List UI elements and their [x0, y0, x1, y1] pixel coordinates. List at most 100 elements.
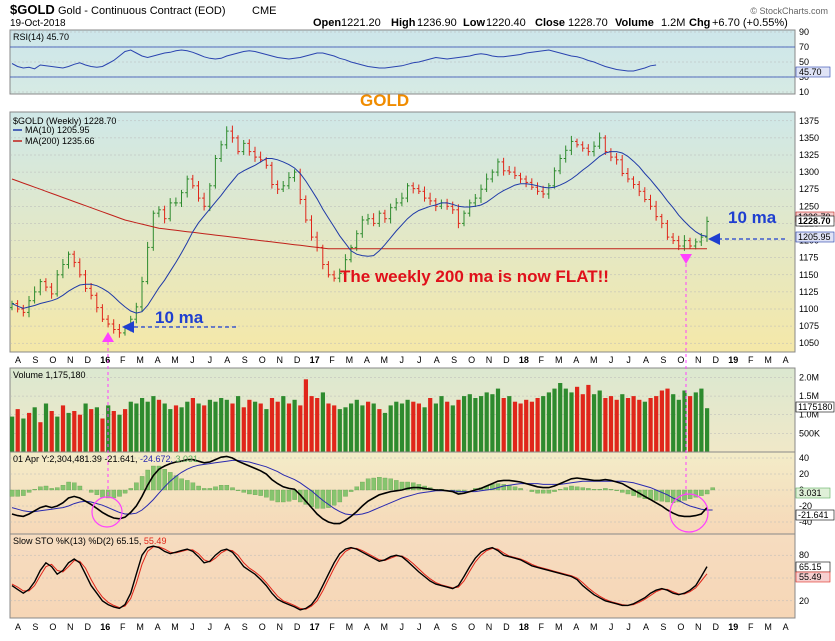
ppo-histogram-bar: [653, 489, 659, 501]
volume-bar: [620, 394, 625, 452]
x-axis-label: 16: [100, 355, 110, 365]
x-axis-band: [10, 620, 795, 634]
volume-bar: [320, 392, 325, 452]
ppo-histogram-bar: [693, 489, 699, 498]
volume-badge-bg: [795, 401, 835, 413]
x-axis-label: A: [573, 622, 579, 632]
price-grid: [10, 120, 795, 344]
volume-bar: [179, 407, 184, 452]
volume-bar: [394, 401, 399, 452]
volume-bar: [32, 407, 37, 452]
volume-bar: [38, 422, 43, 452]
ppo-histogram-bar: [614, 489, 619, 491]
volume-bar: [77, 414, 82, 452]
volume-bar: [337, 409, 342, 452]
ma10-line: [11, 151, 708, 314]
volume-bar: [592, 394, 597, 452]
volume-bar: [665, 388, 670, 452]
volume-bar: [671, 394, 676, 452]
volume-bar: [439, 396, 444, 452]
x-axis-label: A: [364, 355, 370, 365]
sto-d-line: [11, 546, 708, 610]
volume-bar: [546, 392, 551, 452]
x-axis-label: D: [503, 622, 510, 632]
flat-200ma-annotation: The weekly 200 ma is now FLAT!!: [340, 267, 609, 286]
volume-bar: [642, 401, 647, 452]
ma10-arrow-right-head: [708, 233, 720, 245]
x-axis-label: A: [155, 622, 161, 632]
ppo-histogram-bar: [230, 487, 235, 491]
x-axis-label: A: [434, 622, 440, 632]
ppo-histogram-bar: [303, 489, 309, 505]
x-axis-label: J: [417, 355, 422, 365]
volume-bar: [162, 403, 167, 452]
x-axis-label: 17: [310, 355, 320, 365]
ppo-histogram-bar: [569, 485, 574, 491]
price-panel-bg: [9, 111, 796, 353]
ma10-annotation-left: 10 ma: [155, 308, 204, 327]
ppo-histogram-bar: [66, 481, 71, 491]
volume-bar: [501, 398, 506, 452]
volume-bar: [648, 398, 653, 452]
x-axis-label: 18: [519, 355, 529, 365]
x-axis-label: S: [660, 622, 666, 632]
ppo-histogram-bar: [360, 481, 365, 491]
ppo-histogram-bar: [699, 489, 704, 496]
ppo-histogram-bar: [100, 489, 105, 498]
x-axis-label: M: [555, 622, 563, 632]
price-panel: $GOLD (Weekly) 1228.70 MA(10) 1205.95 MA…: [9, 111, 835, 353]
volume-bar: [27, 412, 32, 452]
volume-bar: [128, 401, 133, 452]
volume-bar: [123, 409, 128, 452]
x-axis-label: O: [468, 622, 475, 632]
ppo-histogram-bar: [286, 489, 292, 502]
up-arrow-left: [102, 332, 114, 342]
volume-badge: 1175180: [798, 402, 832, 412]
volume-bar: [575, 386, 580, 452]
volume-bar: [580, 394, 585, 452]
ppo-histogram-bar: [139, 476, 145, 491]
ppo-histogram-bar: [625, 489, 631, 495]
price-axis-tick: 1250: [799, 201, 819, 211]
sto-k-line: [11, 545, 708, 611]
volume-bar: [654, 396, 659, 452]
volume-bar: [298, 405, 303, 452]
x-axis-label: A: [364, 622, 370, 632]
ma10-legend: MA(10) 1205.95: [25, 125, 90, 135]
x-axis-label: D: [85, 622, 92, 632]
x-axis-label: 17: [310, 622, 320, 632]
volume-bar: [253, 401, 258, 452]
x-axis-label: F: [748, 355, 754, 365]
volume-bar: [72, 411, 77, 452]
sto-badge-k: 65.15: [799, 562, 822, 572]
volume-bar: [15, 409, 20, 452]
volume-bar: [315, 398, 320, 452]
ppo-histogram-bar: [704, 489, 710, 495]
x-axis-label: O: [468, 355, 475, 365]
x-axis-label: O: [677, 622, 684, 632]
ppo-histogram-bar: [55, 487, 60, 491]
x-axis-label: 16: [100, 622, 110, 632]
x-axis-label: F: [120, 355, 126, 365]
ma10-arrow-left-head: [122, 321, 134, 333]
price-axis-tick: 1050: [799, 338, 819, 348]
price-axis-tick: 1300: [799, 167, 819, 177]
ppo-label: 01 Apr Y:2,304,481.39 -21.641, -24.672, …: [13, 454, 198, 464]
volume-axis-tick: 2.0M: [799, 373, 819, 383]
volume-bar: [281, 396, 286, 452]
close-label: Close: [535, 17, 565, 29]
volume-bar: [631, 396, 636, 452]
volume-bar: [382, 412, 388, 452]
volume-bar: [699, 388, 704, 452]
price-axis-tick: 1375: [799, 116, 819, 126]
volume-bar: [326, 403, 331, 452]
x-axis-label: A: [434, 355, 440, 365]
ppo-histogram-bar: [241, 489, 247, 493]
volume-bars: [10, 379, 710, 452]
ppo-histogram-bar: [597, 489, 602, 491]
x-axis-label: A: [15, 622, 21, 632]
price-axis-tick: 1325: [799, 150, 819, 160]
volume-bar: [529, 401, 534, 452]
volume-bar: [202, 405, 207, 452]
exchange: CME: [252, 5, 276, 17]
